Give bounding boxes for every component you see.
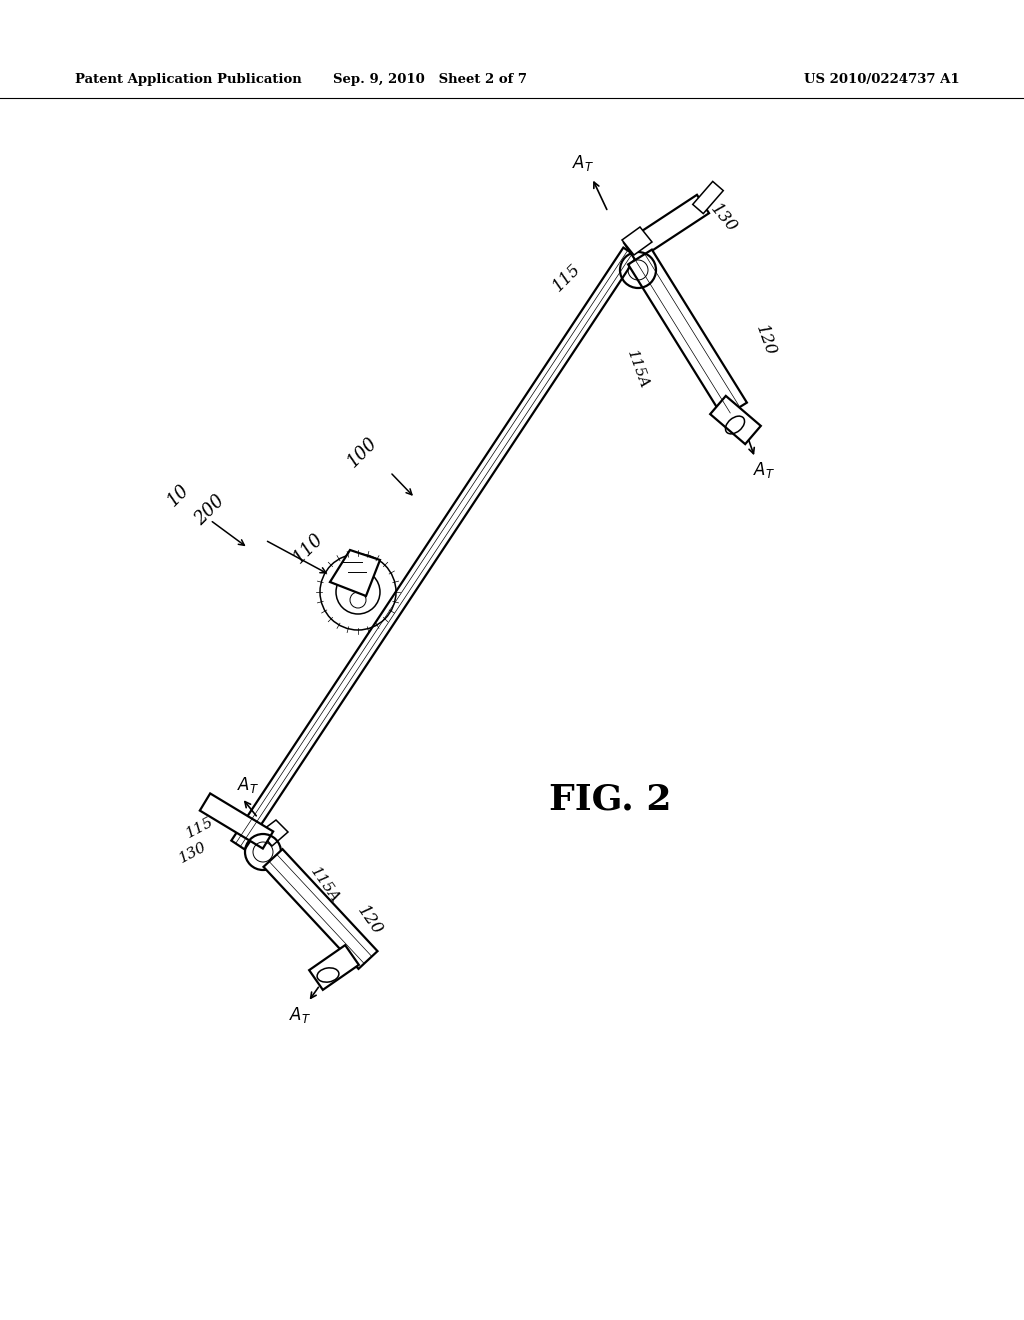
Text: 110: 110 [290, 529, 327, 566]
Polygon shape [231, 248, 637, 849]
Text: FIG. 2: FIG. 2 [549, 783, 672, 817]
Text: 115: 115 [550, 261, 585, 296]
Text: $A_T$: $A_T$ [289, 1005, 311, 1026]
Text: 200: 200 [191, 491, 228, 528]
Polygon shape [692, 181, 723, 214]
Polygon shape [200, 793, 273, 849]
Text: 10: 10 [164, 480, 193, 510]
Text: 115: 115 [183, 814, 216, 841]
Polygon shape [711, 396, 761, 444]
Polygon shape [263, 849, 378, 969]
Text: $A_T$: $A_T$ [753, 459, 775, 480]
Polygon shape [330, 550, 380, 597]
Text: $A_T$: $A_T$ [237, 775, 259, 795]
Polygon shape [622, 227, 652, 255]
Polygon shape [624, 195, 709, 261]
Text: 120: 120 [753, 322, 779, 358]
Text: 115A: 115A [308, 865, 342, 906]
Polygon shape [628, 249, 746, 417]
Text: Patent Application Publication: Patent Application Publication [75, 74, 302, 86]
Text: US 2010/0224737 A1: US 2010/0224737 A1 [805, 74, 961, 86]
Polygon shape [309, 945, 358, 990]
Text: 130: 130 [708, 201, 740, 236]
Text: 130: 130 [177, 840, 209, 866]
Polygon shape [260, 820, 288, 846]
Text: 100: 100 [343, 433, 381, 470]
Text: $A_T$: $A_T$ [572, 153, 594, 173]
Text: Sep. 9, 2010   Sheet 2 of 7: Sep. 9, 2010 Sheet 2 of 7 [333, 74, 527, 86]
Text: 115A: 115A [625, 348, 651, 391]
Text: 120: 120 [354, 902, 386, 939]
